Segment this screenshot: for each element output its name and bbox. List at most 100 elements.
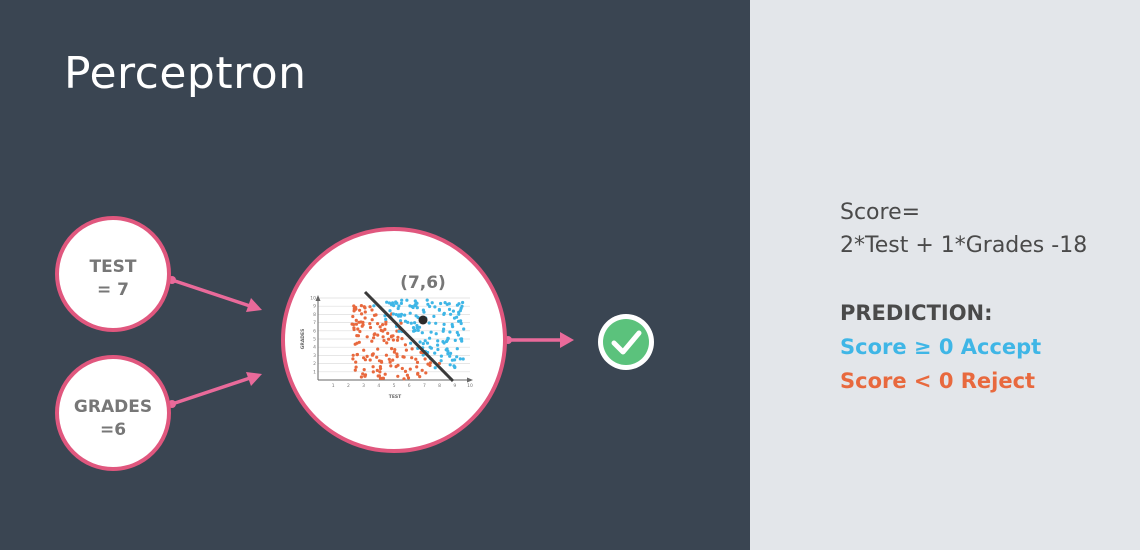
data-point: [396, 363, 400, 367]
x-tick-label: 4: [377, 383, 380, 389]
data-point: [429, 330, 433, 334]
y-tick-label: 6: [313, 328, 316, 334]
input-node-grades: GRADES =6: [55, 355, 171, 471]
y-tick-label: 3: [313, 353, 316, 359]
data-point: [390, 334, 394, 338]
data-point: [352, 304, 356, 308]
data-point: [371, 370, 375, 374]
data-point: [356, 327, 360, 331]
data-point: [442, 327, 446, 331]
data-point: [372, 333, 376, 337]
data-point: [351, 353, 355, 357]
x-tick-label: 2: [347, 383, 350, 389]
data-point: [361, 323, 365, 327]
data-point: [358, 329, 362, 334]
data-point: [383, 372, 387, 376]
data-point: [428, 361, 432, 365]
data-point: [428, 304, 432, 309]
data-point: [392, 350, 396, 354]
data-point: [361, 372, 365, 376]
data-point: [395, 352, 399, 356]
data-point: [360, 312, 364, 316]
prediction-reject: Score < 0 Reject: [840, 369, 1036, 393]
data-point: [413, 299, 417, 303]
y-axis-label: GRADES: [300, 329, 306, 350]
data-point: [405, 298, 409, 302]
data-point: [433, 305, 437, 309]
prediction-block: PREDICTION: Score ≥ 0 Accept Score < 0 R…: [840, 296, 1041, 398]
data-point: [396, 314, 401, 318]
data-point: [460, 339, 464, 343]
data-point: [434, 321, 438, 325]
data-point: [368, 305, 372, 309]
prediction-title: PREDICTION:: [840, 301, 993, 325]
data-point: [455, 315, 459, 319]
data-point: [387, 301, 391, 305]
data-point: [359, 304, 363, 308]
y-tick-label: 10: [310, 296, 316, 302]
data-point: [387, 337, 391, 341]
arrow-grades-to-node: [168, 372, 262, 408]
data-point: [384, 322, 388, 326]
x-tick-label: 3: [362, 383, 365, 389]
y-tick-label: 7: [313, 320, 316, 326]
data-point: [446, 352, 450, 356]
grades-label: GRADES: [74, 397, 152, 417]
data-point: [403, 369, 408, 373]
data-point: [399, 321, 403, 325]
data-point: [399, 301, 403, 305]
data-point: [458, 357, 462, 361]
data-point: [462, 327, 466, 331]
data-point: [359, 320, 363, 324]
data-point: [461, 300, 465, 305]
data-point: [365, 335, 369, 339]
data-point: [354, 360, 358, 364]
check-circle-icon: [598, 314, 654, 370]
data-point: [378, 365, 382, 369]
data-point: [449, 312, 453, 316]
data-point: [406, 376, 411, 380]
data-point: [395, 338, 400, 342]
data-point: [387, 357, 391, 361]
data-point: [399, 312, 404, 316]
data-point: [394, 300, 398, 304]
arrow-test-to-node: [168, 276, 262, 312]
info-panel: [750, 0, 1140, 550]
data-point: [353, 342, 357, 346]
decision-boundary: [363, 290, 455, 383]
data-point: [455, 355, 459, 359]
data-point: [368, 325, 373, 330]
data-point: [424, 371, 428, 375]
data-point: [415, 326, 419, 330]
arrow-node-to-output: [504, 332, 574, 348]
x-axis-arrow-icon: [467, 377, 473, 383]
data-point: [403, 319, 408, 323]
data-point: [456, 333, 460, 337]
x-axis-label: TEST: [389, 394, 402, 400]
data-point: [409, 321, 413, 325]
data-point: [397, 329, 401, 333]
data-point: [409, 341, 413, 345]
perceptron-diagram: TEST = 7 GRADES =6 1 2 3 4 5 6 7 8 9 101234567891…: [55, 216, 654, 471]
data-point: [370, 318, 374, 322]
data-point: [384, 317, 388, 321]
data-point: [430, 301, 434, 305]
data-point: [455, 330, 459, 335]
data-point: [423, 357, 427, 361]
data-point: [386, 331, 390, 335]
data-point: [414, 314, 418, 318]
test-value: = 7: [97, 280, 129, 300]
data-point: [400, 337, 404, 341]
data-point: [371, 352, 375, 356]
data-point: [396, 335, 400, 339]
data-point: [439, 359, 443, 363]
data-point: [350, 322, 354, 326]
x-tick-label: 10: [467, 383, 473, 389]
data-point: [418, 340, 422, 344]
data-point: [397, 304, 401, 308]
data-point: [432, 314, 436, 318]
data-point: [449, 351, 453, 355]
data-point: [400, 366, 404, 371]
data-point: [418, 375, 422, 379]
data-point: [425, 341, 430, 345]
